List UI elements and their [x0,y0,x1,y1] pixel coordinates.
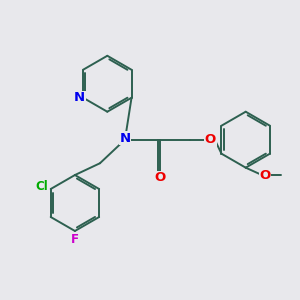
Text: O: O [259,169,271,182]
Text: O: O [155,172,166,184]
Text: N: N [119,132,130,145]
Text: N: N [74,91,85,104]
Text: O: O [205,133,216,146]
Text: F: F [71,233,79,246]
Text: Cl: Cl [35,180,48,193]
